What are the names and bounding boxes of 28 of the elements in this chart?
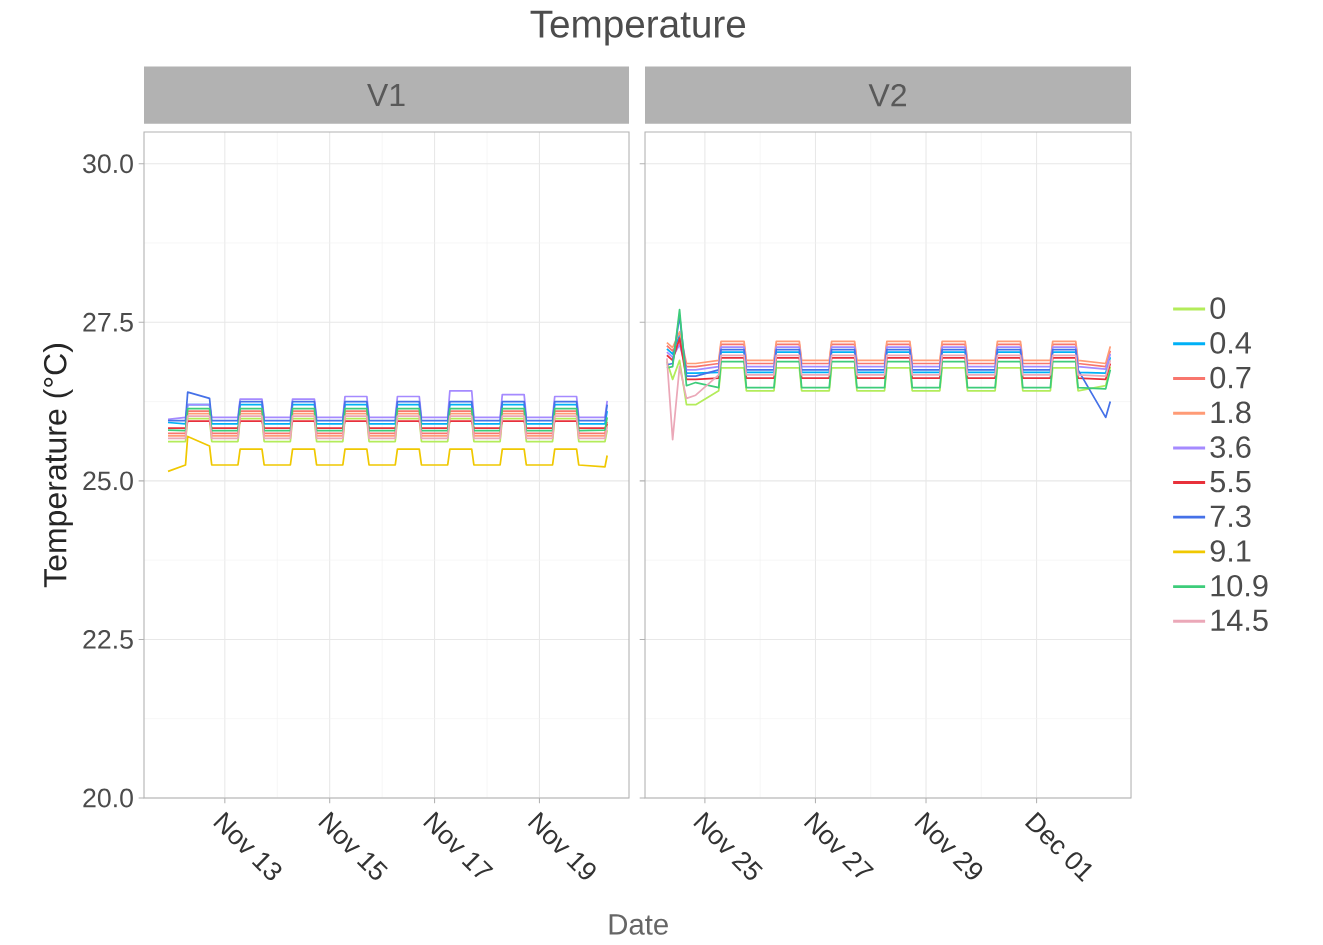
x-tick-label: Nov 27 [803, 811, 875, 878]
y-axis-title: Temperature (°C) [43, 344, 73, 588]
legend-label: 0 [1210, 297, 1226, 319]
x-tick-label: Nov 13 [213, 811, 282, 881]
y-tick-label: 25.0 [83, 471, 133, 491]
legend-label: 7.3 [1210, 505, 1251, 528]
chart-subtitle: V2 [868, 83, 906, 107]
legend-label: 9.1 [1210, 540, 1251, 562]
chart-title: Temperature [530, 10, 746, 46]
x-tick-label: Nov 17 [423, 811, 494, 878]
y-tick-label: 22.5 [83, 629, 133, 649]
x-tick-label: Nov 19 [527, 811, 596, 880]
x-axis-title: Date [609, 914, 668, 935]
x-tick-label: Nov 25 [693, 811, 763, 880]
x-tick-label: Nov 29 [914, 811, 983, 880]
x-tick-label: Dec 01 [1024, 811, 1093, 882]
chart-subtitle: V1 [367, 84, 405, 107]
legend-label: 10.9 [1211, 574, 1268, 597]
x-tick-label: Nov 15 [318, 811, 388, 880]
legend-label: 0.7 [1210, 366, 1251, 389]
legend-label: 0.4 [1210, 331, 1251, 354]
y-tick-label: 20.0 [83, 788, 133, 808]
y-tick-label: 27.5 [83, 312, 133, 332]
legend-label: 5.5 [1210, 470, 1251, 493]
legend-label: 3.6 [1210, 436, 1251, 458]
legend-label: 14.5 [1211, 609, 1268, 632]
legend-label: 1.8 [1211, 401, 1251, 424]
y-tick-label: 30.0 [83, 154, 133, 174]
